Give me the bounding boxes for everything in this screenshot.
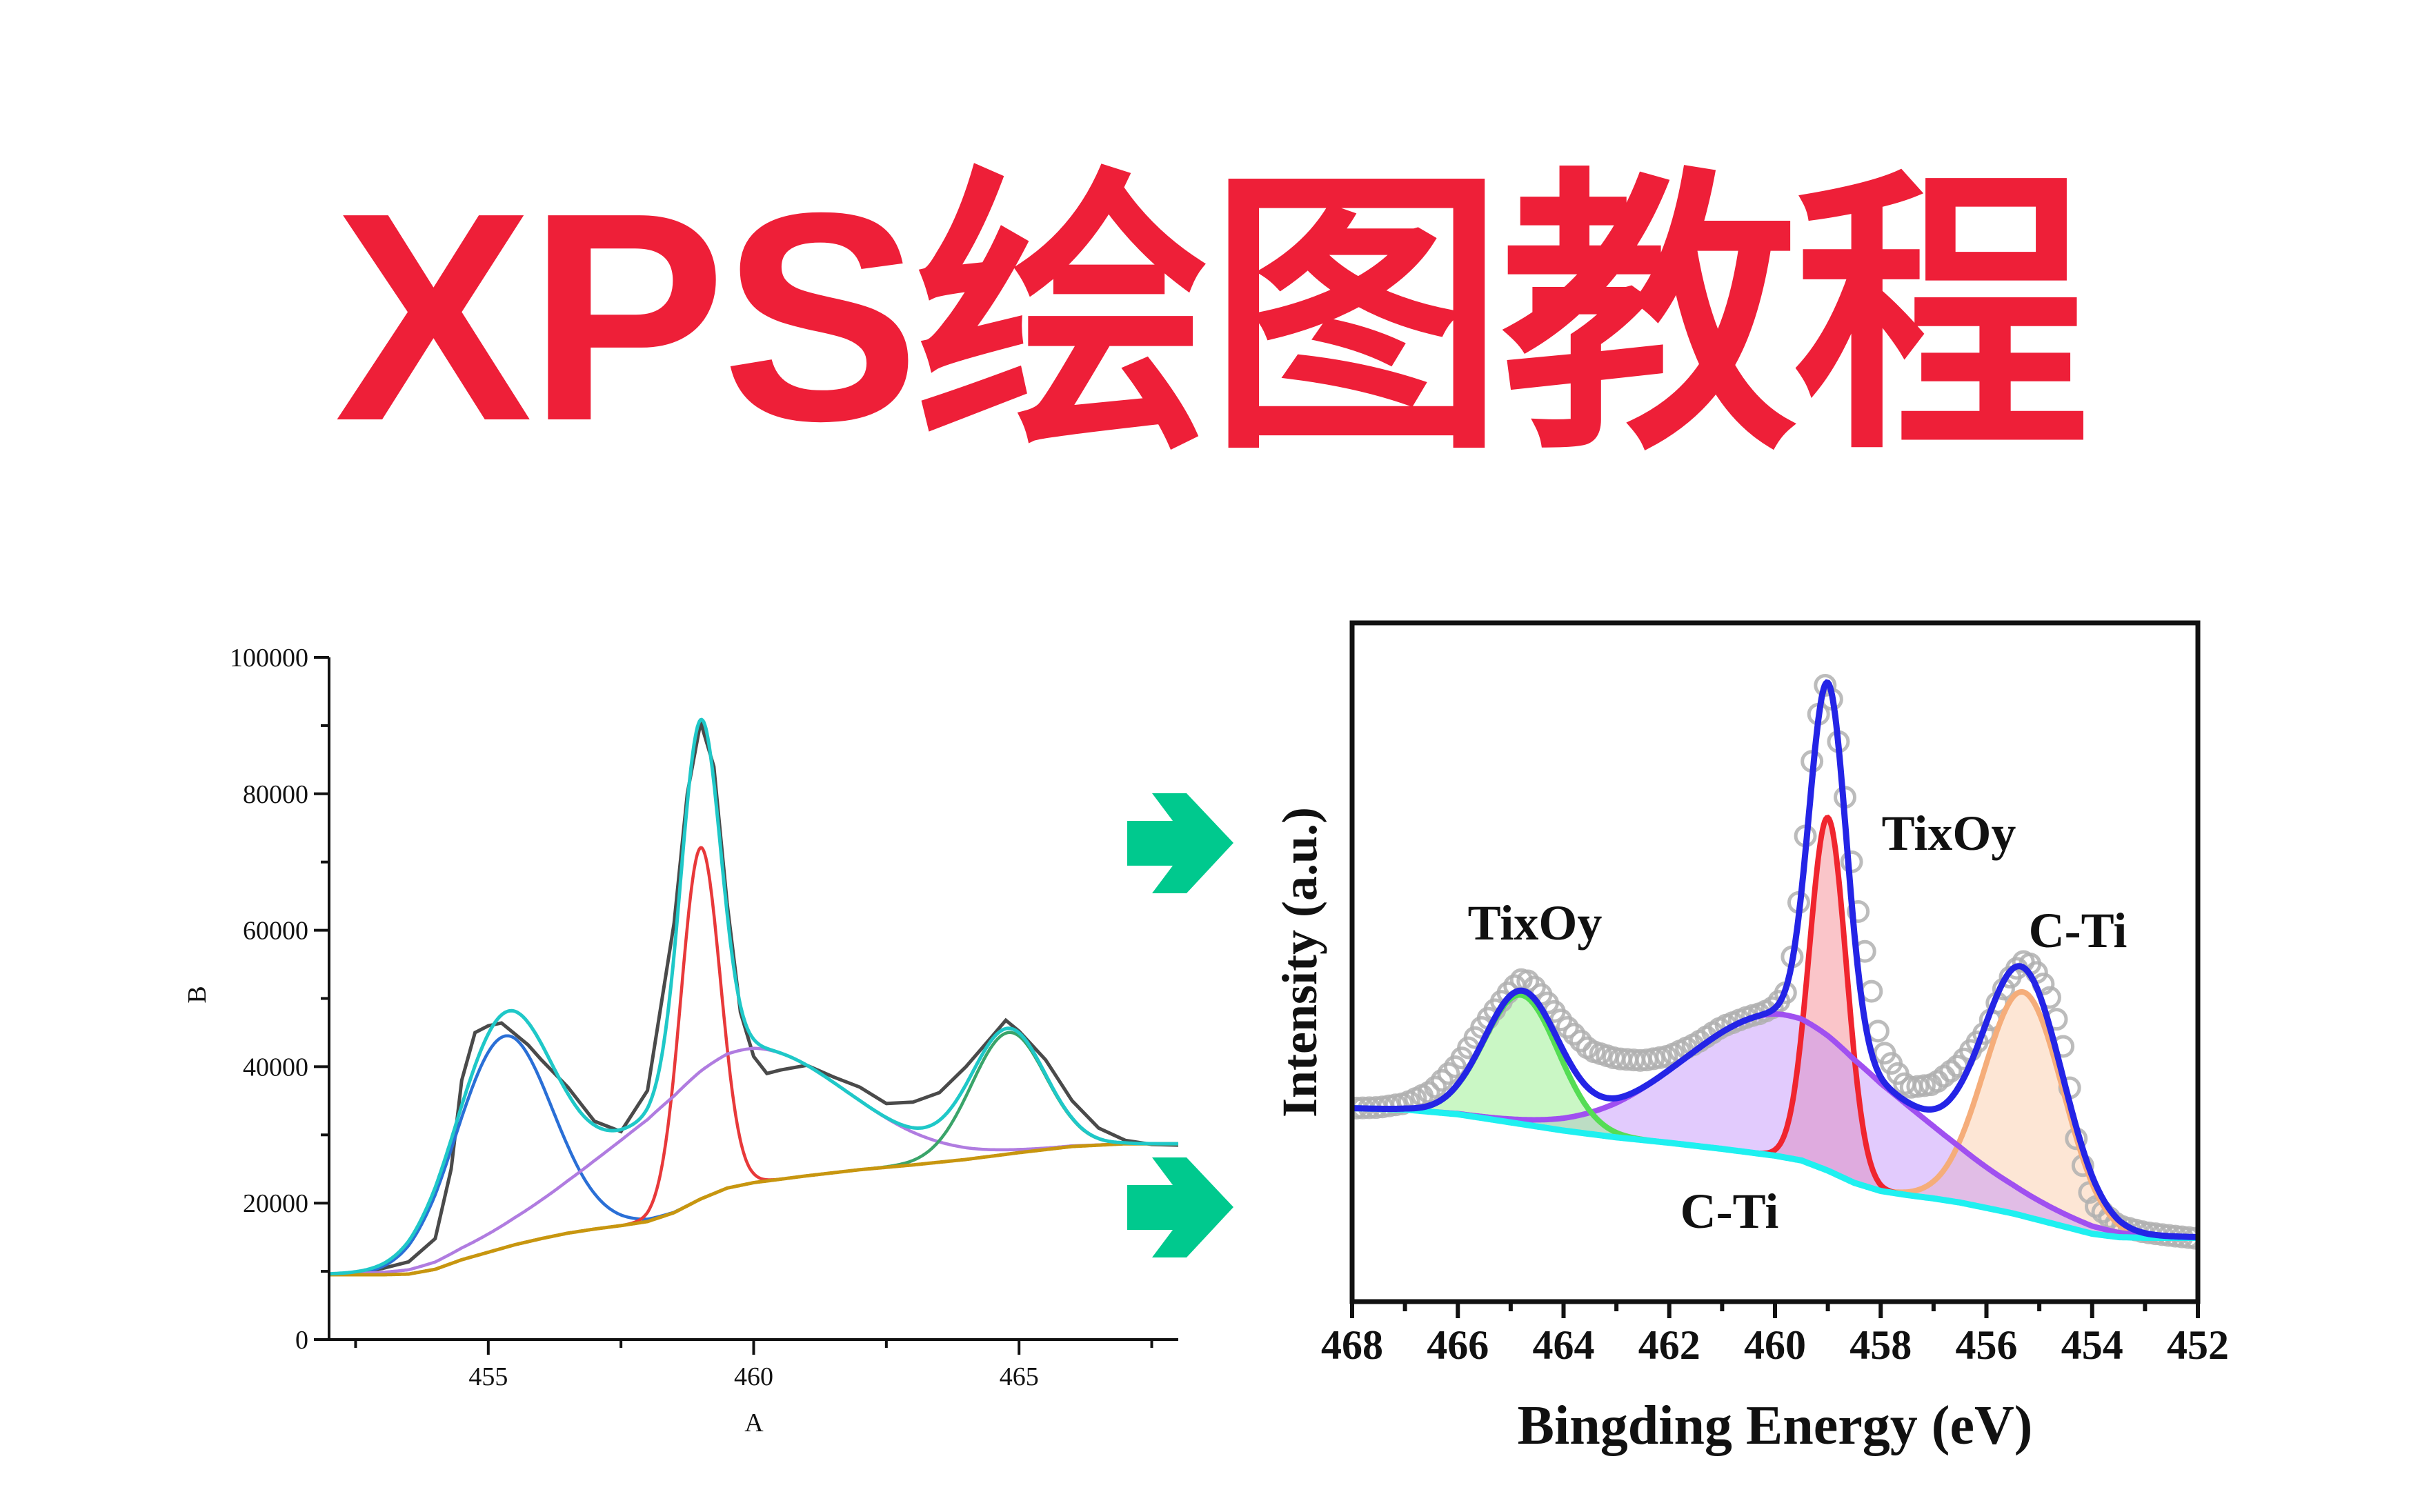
component-line-0 [328,1034,1178,1276]
envelope-line [1352,679,2198,1240]
raw-data-point [1576,1036,1599,1060]
right-ylabel: Intensity (a.u.) [1272,807,1327,1117]
y-tick-label: 80000 [243,780,308,809]
envelope-line [328,717,1178,1276]
baseline-line [1352,1105,2198,1241]
raw-data-point [1866,1019,1890,1043]
x-tick-label: 454 [2061,1322,2123,1368]
component-fill-3 [1352,995,2198,1238]
y-tick-label: 20000 [243,1189,308,1218]
right-xlabel: Bingding Energy (eV) [1518,1395,2033,1456]
component-line-2 [329,1046,1178,1276]
component-fill-0 [1352,992,2198,1238]
label-cti-orange: C-Ti [2029,903,2128,958]
arrow-right-icon [1127,1157,1233,1257]
raw-data-point [1847,899,1870,923]
raw-data-point [1873,1042,1896,1065]
x-tick-label: 465 [1000,1362,1039,1391]
arrow-right-icon [1127,793,1233,893]
component-line-1 [329,846,1178,1277]
label-cti-purple: C-Ti [1680,1184,1779,1239]
left-chart: B A 0 20000 40000 60000 80000 100000 455 460 465 [183,644,1179,1438]
x-tick-label: 462 [1638,1322,1700,1368]
right-chart: Intensity (a.u.) Bingding Energy (eV) 46… [1272,620,2229,1456]
label-tixoy-green: TixOy [1468,895,1603,951]
raw-data-line [328,722,1179,1277]
x-tick-label: 460 [1744,1322,1806,1368]
x-tick-label: 468 [1321,1322,1383,1368]
y-tick-label: 100000 [230,644,308,673]
raw-data-point [1437,1062,1460,1085]
raw-data-point [1569,1029,1592,1053]
label-tixoy-red: TixOy [1882,806,2016,861]
raw-data-point [1563,1022,1586,1046]
y-tick-label: 60000 [243,917,308,946]
x-tick-label: 460 [734,1362,773,1391]
baseline-line [329,1142,1178,1277]
x-tick-label: 452 [2167,1322,2229,1368]
x-tick-label: 456 [1956,1322,2018,1368]
right-plot-area [1352,674,2198,1250]
x-tick-label: 458 [1849,1322,1912,1368]
page-title: XPS绘图教程 [334,152,2090,483]
left-xlabel: A [744,1409,764,1438]
left-ylabel: B [183,986,212,1003]
x-tick-label: 464 [1533,1322,1595,1368]
raw-data-point [1443,1055,1467,1079]
x-tick-label: 466 [1427,1322,1489,1368]
arrows [1127,793,1233,1257]
component-fill-2 [1352,1013,2198,1238]
y-tick-label: 40000 [243,1053,308,1082]
raw-data-point [1430,1068,1454,1092]
raw-data-point [1860,979,1883,1003]
y-tick-label: 0 [295,1326,308,1355]
x-tick-label: 455 [468,1362,508,1391]
